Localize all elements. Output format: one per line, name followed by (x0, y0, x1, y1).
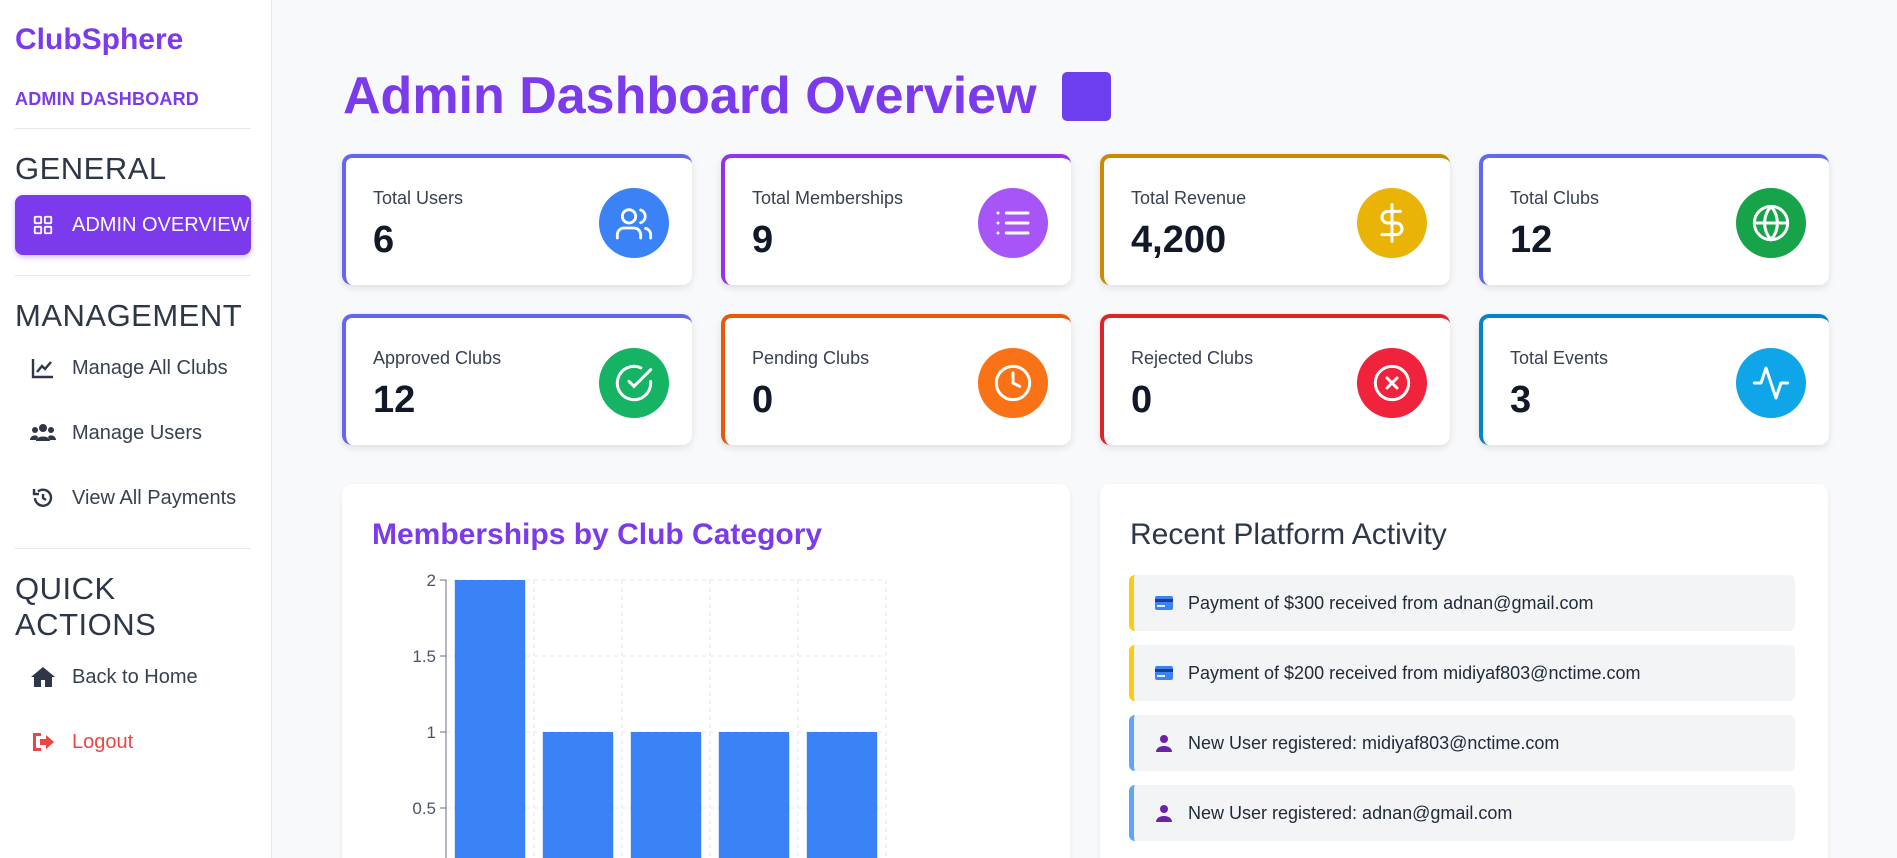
divider (15, 548, 251, 549)
stat-card-total-memberships[interactable]: Total Memberships 9 (721, 154, 1071, 285)
section-title-general: GENERAL (15, 151, 167, 186)
x-circle-icon (1357, 348, 1427, 418)
activity-item: Payment of $300 received from adnan@gmai… (1129, 575, 1795, 631)
activity-text: New User registered: adnan@gmail.com (1188, 802, 1513, 823)
divider (15, 128, 251, 129)
page-title: Admin Dashboard Overview (343, 66, 1111, 126)
users-icon (599, 188, 669, 258)
stat-label: Total Memberships (752, 188, 904, 208)
stat-card-total-events[interactable]: Total Events 3 (1479, 314, 1829, 445)
main-content: Admin Dashboard Overview Total Users 6 T… (273, 0, 1897, 858)
stat-card-pending-clubs[interactable]: Pending Clubs 0 (721, 314, 1071, 445)
users-group-icon (30, 420, 56, 446)
stat-label: Pending Clubs (752, 348, 870, 368)
bar (630, 732, 702, 858)
nav-manage-users[interactable]: Manage Users (15, 403, 251, 463)
y-tick-label: 1.5 (412, 647, 436, 666)
nav-label: Manage Users (72, 421, 203, 444)
activity-item: Payment of $200 received from midiyaf803… (1129, 645, 1795, 701)
activity-text: New User registered: midiyaf803@nctime.c… (1188, 732, 1560, 753)
stat-value: 3 (1510, 379, 1532, 421)
credit-card-icon (1154, 593, 1174, 613)
activity-text: Payment of $200 received from midiyaf803… (1188, 662, 1641, 683)
credit-card-icon (1154, 663, 1174, 683)
activity-icon (1736, 348, 1806, 418)
stat-value: 4,200 (1131, 219, 1227, 261)
brand-logo[interactable]: ClubSphere (15, 23, 184, 56)
chart-line-icon (30, 355, 56, 381)
stat-value: 9 (752, 219, 774, 261)
nav-admin-overview[interactable]: ADMIN OVERVIEW (15, 195, 251, 255)
sidebar: ClubSphere ADMIN DASHBOARD GENERAL ADMIN… (0, 0, 272, 858)
activity-item: New User registered: midiyaf803@nctime.c… (1129, 715, 1795, 771)
stat-value: 0 (1131, 379, 1153, 421)
nav-label: Back to Home (72, 665, 198, 688)
stat-label: Total Users (373, 188, 464, 208)
stat-card-total-clubs[interactable]: Total Clubs 12 (1479, 154, 1829, 285)
stat-value: 6 (373, 219, 395, 261)
title-square-icon (1061, 71, 1111, 121)
y-tick-label: 0.5 (412, 799, 436, 818)
y-tick-label: 1 (427, 723, 436, 742)
nav-label: View All Payments (72, 486, 237, 509)
history-icon (30, 485, 56, 511)
bar (806, 732, 878, 858)
activity-text: Payment of $300 received from adnan@gmai… (1188, 592, 1594, 613)
home-icon (30, 664, 56, 690)
activity-title: Recent Platform Activity (1130, 518, 1447, 551)
divider (15, 275, 251, 276)
bar (542, 732, 614, 858)
nav-back-home[interactable]: Back to Home (15, 647, 251, 707)
user-icon (1154, 733, 1174, 753)
stat-label: Rejected Clubs (1131, 348, 1254, 368)
check-circle-icon (599, 348, 669, 418)
nav-logout[interactable]: Logout (15, 712, 251, 772)
bar (718, 732, 790, 858)
section-title-quick-actions: QUICK ACTIONS (15, 571, 157, 642)
stat-value: 12 (373, 379, 416, 421)
stat-card-rejected-clubs[interactable]: Rejected Clubs 0 (1100, 314, 1450, 445)
stat-label: Approved Clubs (373, 348, 502, 368)
globe-icon (1736, 188, 1806, 258)
section-title-management: MANAGEMENT (15, 298, 243, 333)
user-icon (1154, 803, 1174, 823)
chart-title: Memberships by Club Category (372, 518, 823, 551)
activity-item: New User registered: adnan@gmail.com (1129, 785, 1795, 841)
nav-label: Manage All Clubs (72, 356, 228, 379)
logout-icon (30, 729, 56, 755)
dollar-icon (1357, 188, 1427, 258)
dashboard-subtitle: ADMIN DASHBOARD (15, 89, 199, 109)
bar-chart: 0.5 1 1.5 2 (412, 571, 887, 858)
bar (454, 580, 526, 858)
stat-label: Total Revenue (1131, 188, 1247, 208)
chart-panel: Memberships by Club Category 0.5 1 1.5 2 (342, 484, 1070, 858)
nav-label: ADMIN OVERVIEW (72, 213, 250, 236)
stat-card-total-revenue[interactable]: Total Revenue 4,200 (1100, 154, 1450, 285)
stat-label: Total Clubs (1510, 188, 1600, 208)
list-icon (978, 188, 1048, 258)
nav-view-payments[interactable]: View All Payments (15, 468, 251, 528)
clock-icon (978, 348, 1048, 418)
y-tick-label: 2 (427, 571, 436, 590)
grid-icon (30, 212, 56, 238)
stat-value: 12 (1510, 219, 1553, 261)
page-title-text: Admin Dashboard Overview (343, 67, 1037, 125)
activity-panel: Recent Platform Activity Payment of $300… (1100, 484, 1828, 858)
stat-value: 0 (752, 379, 774, 421)
nav-manage-clubs[interactable]: Manage All Clubs (15, 338, 251, 398)
stat-label: Total Events (1510, 348, 1609, 368)
stat-card-total-users[interactable]: Total Users 6 (342, 154, 692, 285)
stat-card-approved-clubs[interactable]: Approved Clubs 12 (342, 314, 692, 445)
nav-label: Logout (72, 730, 134, 753)
